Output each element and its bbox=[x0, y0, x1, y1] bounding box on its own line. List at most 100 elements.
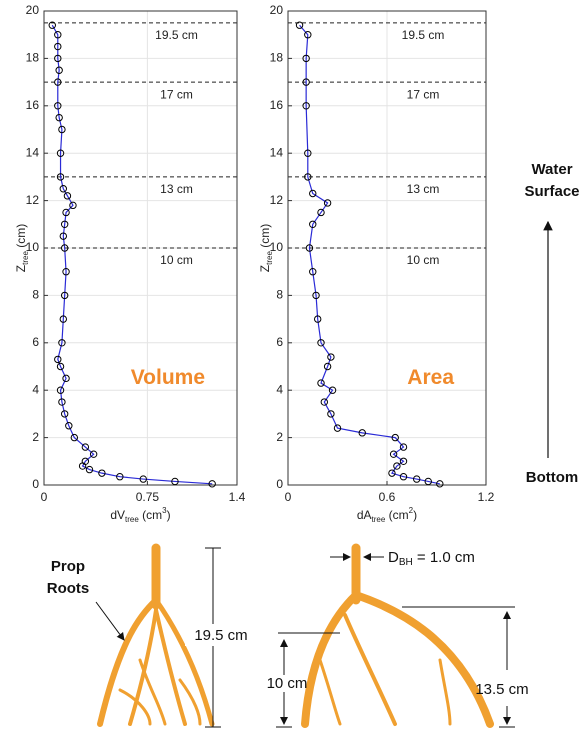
profile-line bbox=[51, 24, 213, 485]
data-point bbox=[54, 78, 62, 86]
dbh-sub: BH bbox=[399, 557, 413, 568]
data-point bbox=[81, 457, 90, 465]
axis-label-part: tree bbox=[125, 515, 139, 524]
data-point bbox=[208, 480, 216, 488]
data-point bbox=[48, 21, 56, 29]
data-point bbox=[399, 473, 408, 481]
dbh-text: D bbox=[388, 549, 399, 566]
tree-left bbox=[97, 543, 215, 727]
data-point bbox=[59, 185, 67, 193]
x-tick-label: 1.2 bbox=[478, 490, 495, 504]
data-point bbox=[59, 232, 67, 240]
y-tick-label: 18 bbox=[26, 51, 40, 65]
label-bg bbox=[185, 624, 257, 646]
y-tick-label: 8 bbox=[276, 288, 283, 302]
data-point bbox=[314, 315, 322, 323]
data-point bbox=[323, 362, 332, 371]
dimension-label: 10 cm bbox=[267, 675, 308, 692]
side-label: Bottom bbox=[526, 469, 579, 486]
axis-label: Ztree (cm) bbox=[258, 224, 274, 272]
data-point bbox=[304, 149, 312, 157]
y-tick-label: 14 bbox=[26, 145, 40, 159]
y-tick-label: 6 bbox=[32, 335, 39, 349]
data-point bbox=[59, 315, 67, 323]
axis-label-part: tree bbox=[21, 251, 30, 265]
data-point bbox=[399, 457, 408, 465]
data-point bbox=[328, 386, 337, 394]
axis-label-part: dV bbox=[110, 508, 125, 522]
axis-label-part: dA bbox=[357, 508, 372, 522]
callout: Roots bbox=[47, 580, 90, 597]
side-label: Water bbox=[531, 161, 572, 178]
data-point bbox=[413, 475, 421, 483]
y-tick-label: 16 bbox=[26, 98, 40, 112]
data-point bbox=[295, 21, 304, 29]
axis-label-part: Z bbox=[258, 265, 272, 272]
data-point bbox=[393, 462, 401, 470]
axis-label: dVtree (cm3) bbox=[110, 506, 170, 524]
plot-frame bbox=[287, 10, 487, 486]
axis-label-part: Z bbox=[14, 265, 28, 272]
chart: 0 2 4 6 8 10 12 14 16 18 20 0 0.6 1.2 19.5 cm 17 cm 13 c… bbox=[258, 3, 494, 524]
axis-label-part: (cm bbox=[385, 508, 408, 522]
data-point bbox=[56, 149, 65, 157]
callout-arrow bbox=[95, 601, 125, 641]
y-tick-label: 2 bbox=[32, 430, 39, 444]
data-point bbox=[81, 443, 90, 451]
data-point bbox=[317, 208, 325, 217]
data-point bbox=[60, 244, 69, 252]
dbh-text: = 1.0 cm bbox=[413, 549, 475, 566]
y-tick-label: 4 bbox=[276, 382, 283, 396]
data-point bbox=[327, 410, 335, 418]
data-point bbox=[54, 42, 62, 51]
reference-label: 10 cm bbox=[407, 253, 440, 267]
data-point bbox=[302, 102, 310, 110]
x-tick-label: 0 bbox=[285, 490, 292, 504]
data-point bbox=[304, 31, 312, 39]
axis-label: Ztree (cm) bbox=[14, 224, 30, 272]
profile-line bbox=[299, 24, 440, 485]
data-point bbox=[389, 450, 398, 458]
axis-label-part: 2 bbox=[409, 506, 414, 515]
x-tick-label: 0 bbox=[41, 490, 48, 504]
data-point bbox=[63, 192, 72, 200]
chart: 0 2 4 6 8 10 12 14 16 18 20 0 0.75 1.4 19.5 cm 17 cm 13 … bbox=[14, 3, 245, 524]
y-tick-label: 2 bbox=[276, 430, 283, 444]
reference-label: 19.5 cm bbox=[155, 28, 198, 42]
data-point bbox=[60, 410, 69, 418]
data-point bbox=[54, 31, 62, 39]
reference-label: 17 cm bbox=[160, 87, 193, 101]
x-tick-label: 0.75 bbox=[136, 490, 160, 504]
y-tick-label: 6 bbox=[276, 335, 283, 349]
y-tick-label: 0 bbox=[276, 477, 283, 491]
y-tick-label: 20 bbox=[270, 3, 284, 17]
data-point bbox=[302, 54, 310, 63]
big-label: Volume bbox=[131, 366, 205, 389]
dbh-label: DBH = 1.0 cm bbox=[388, 549, 475, 568]
data-point bbox=[327, 353, 335, 361]
y-tick-label: 16 bbox=[270, 98, 284, 112]
data-point bbox=[58, 339, 66, 347]
data-point bbox=[54, 355, 62, 364]
data-point bbox=[54, 102, 62, 110]
data-point bbox=[54, 54, 62, 63]
data-point bbox=[62, 374, 70, 383]
side-label: Surface bbox=[524, 183, 579, 200]
data-point bbox=[58, 125, 66, 134]
data-point bbox=[304, 173, 312, 181]
data-point bbox=[65, 422, 73, 430]
y-tick-label: 10 bbox=[26, 240, 40, 254]
reference-label: 10 cm bbox=[160, 253, 193, 267]
axis-label-part: tree bbox=[265, 251, 274, 265]
callout: Prop bbox=[51, 558, 85, 575]
axis-label-part: (cm bbox=[139, 508, 162, 522]
data-point bbox=[171, 477, 179, 486]
reference-label: 19.5 cm bbox=[402, 28, 445, 42]
y-tick-label: 4 bbox=[32, 382, 39, 396]
data-point bbox=[436, 480, 444, 488]
data-point bbox=[69, 201, 77, 210]
axis-label-part: ) bbox=[413, 508, 417, 522]
data-point bbox=[320, 398, 328, 406]
